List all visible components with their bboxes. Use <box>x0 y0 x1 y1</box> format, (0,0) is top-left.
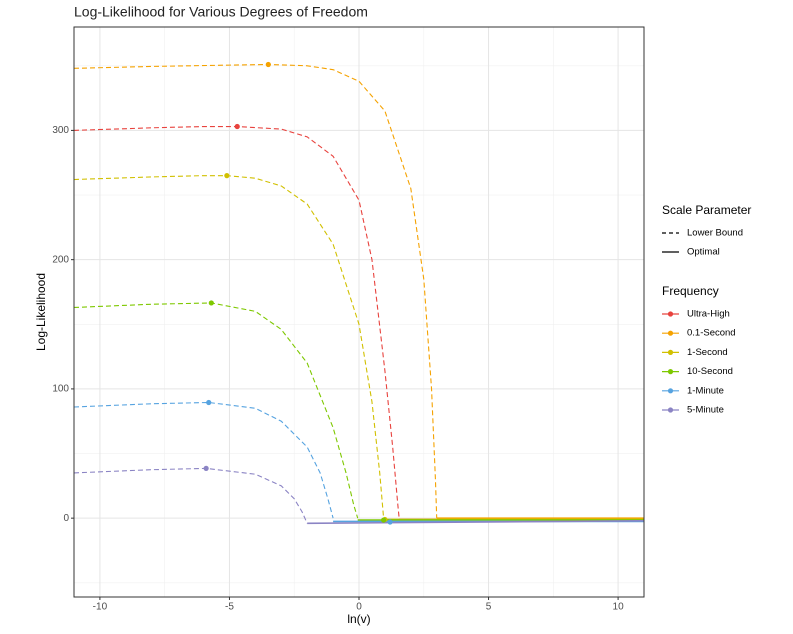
series-line <box>74 401 334 519</box>
legend-key <box>667 311 674 317</box>
x-axis-title: ln(v) <box>347 612 370 626</box>
x-tick-label: -10 <box>93 602 108 613</box>
series-line <box>74 63 438 519</box>
legend-label: 0.1-Second <box>687 328 736 339</box>
x-tick-label: 0 <box>356 602 362 613</box>
max-point <box>208 300 214 306</box>
legend-key <box>667 407 674 413</box>
max-point <box>203 465 209 471</box>
y-tick-label: 0 <box>63 513 69 524</box>
y-tick-label: 200 <box>52 254 69 265</box>
max-point <box>265 61 271 68</box>
max-point <box>206 399 212 406</box>
legend-label: 5-Minute <box>687 405 724 416</box>
legend-label: 1-Minute <box>687 385 724 396</box>
chart-title: Log-Likelihood for Various Degrees of Fr… <box>74 4 368 20</box>
plot-border <box>73 26 645 598</box>
legend-key <box>667 369 674 375</box>
series-line <box>74 467 308 524</box>
legend-label: Optimal <box>687 247 720 258</box>
legend-key <box>667 388 674 394</box>
series-line <box>74 125 400 519</box>
legend-key <box>667 349 674 355</box>
legend-label: Lower Bound <box>687 228 743 239</box>
series-line <box>307 519 644 525</box>
point <box>224 173 230 179</box>
x-tick-label: 10 <box>613 602 625 613</box>
series-line <box>74 302 359 519</box>
legend-label: Ultra-High <box>687 309 730 320</box>
max-point <box>234 123 240 130</box>
legend-title: Scale Parameter <box>662 203 751 217</box>
legend-label: 1-Second <box>687 347 728 358</box>
x-tick-label: -5 <box>225 602 234 613</box>
legend-label: 10-Second <box>687 366 733 377</box>
legend-key <box>667 330 674 336</box>
y-tick-label: 300 <box>52 125 69 136</box>
series-line <box>74 175 385 519</box>
y-axis-title: Log-Likelihood <box>34 273 48 351</box>
y-tick-label: 100 <box>52 384 69 395</box>
point <box>381 517 387 523</box>
plot-marks <box>74 61 644 525</box>
x-tick-label: 5 <box>486 602 492 613</box>
point <box>387 519 393 525</box>
legend-title: Frequency <box>662 284 719 298</box>
